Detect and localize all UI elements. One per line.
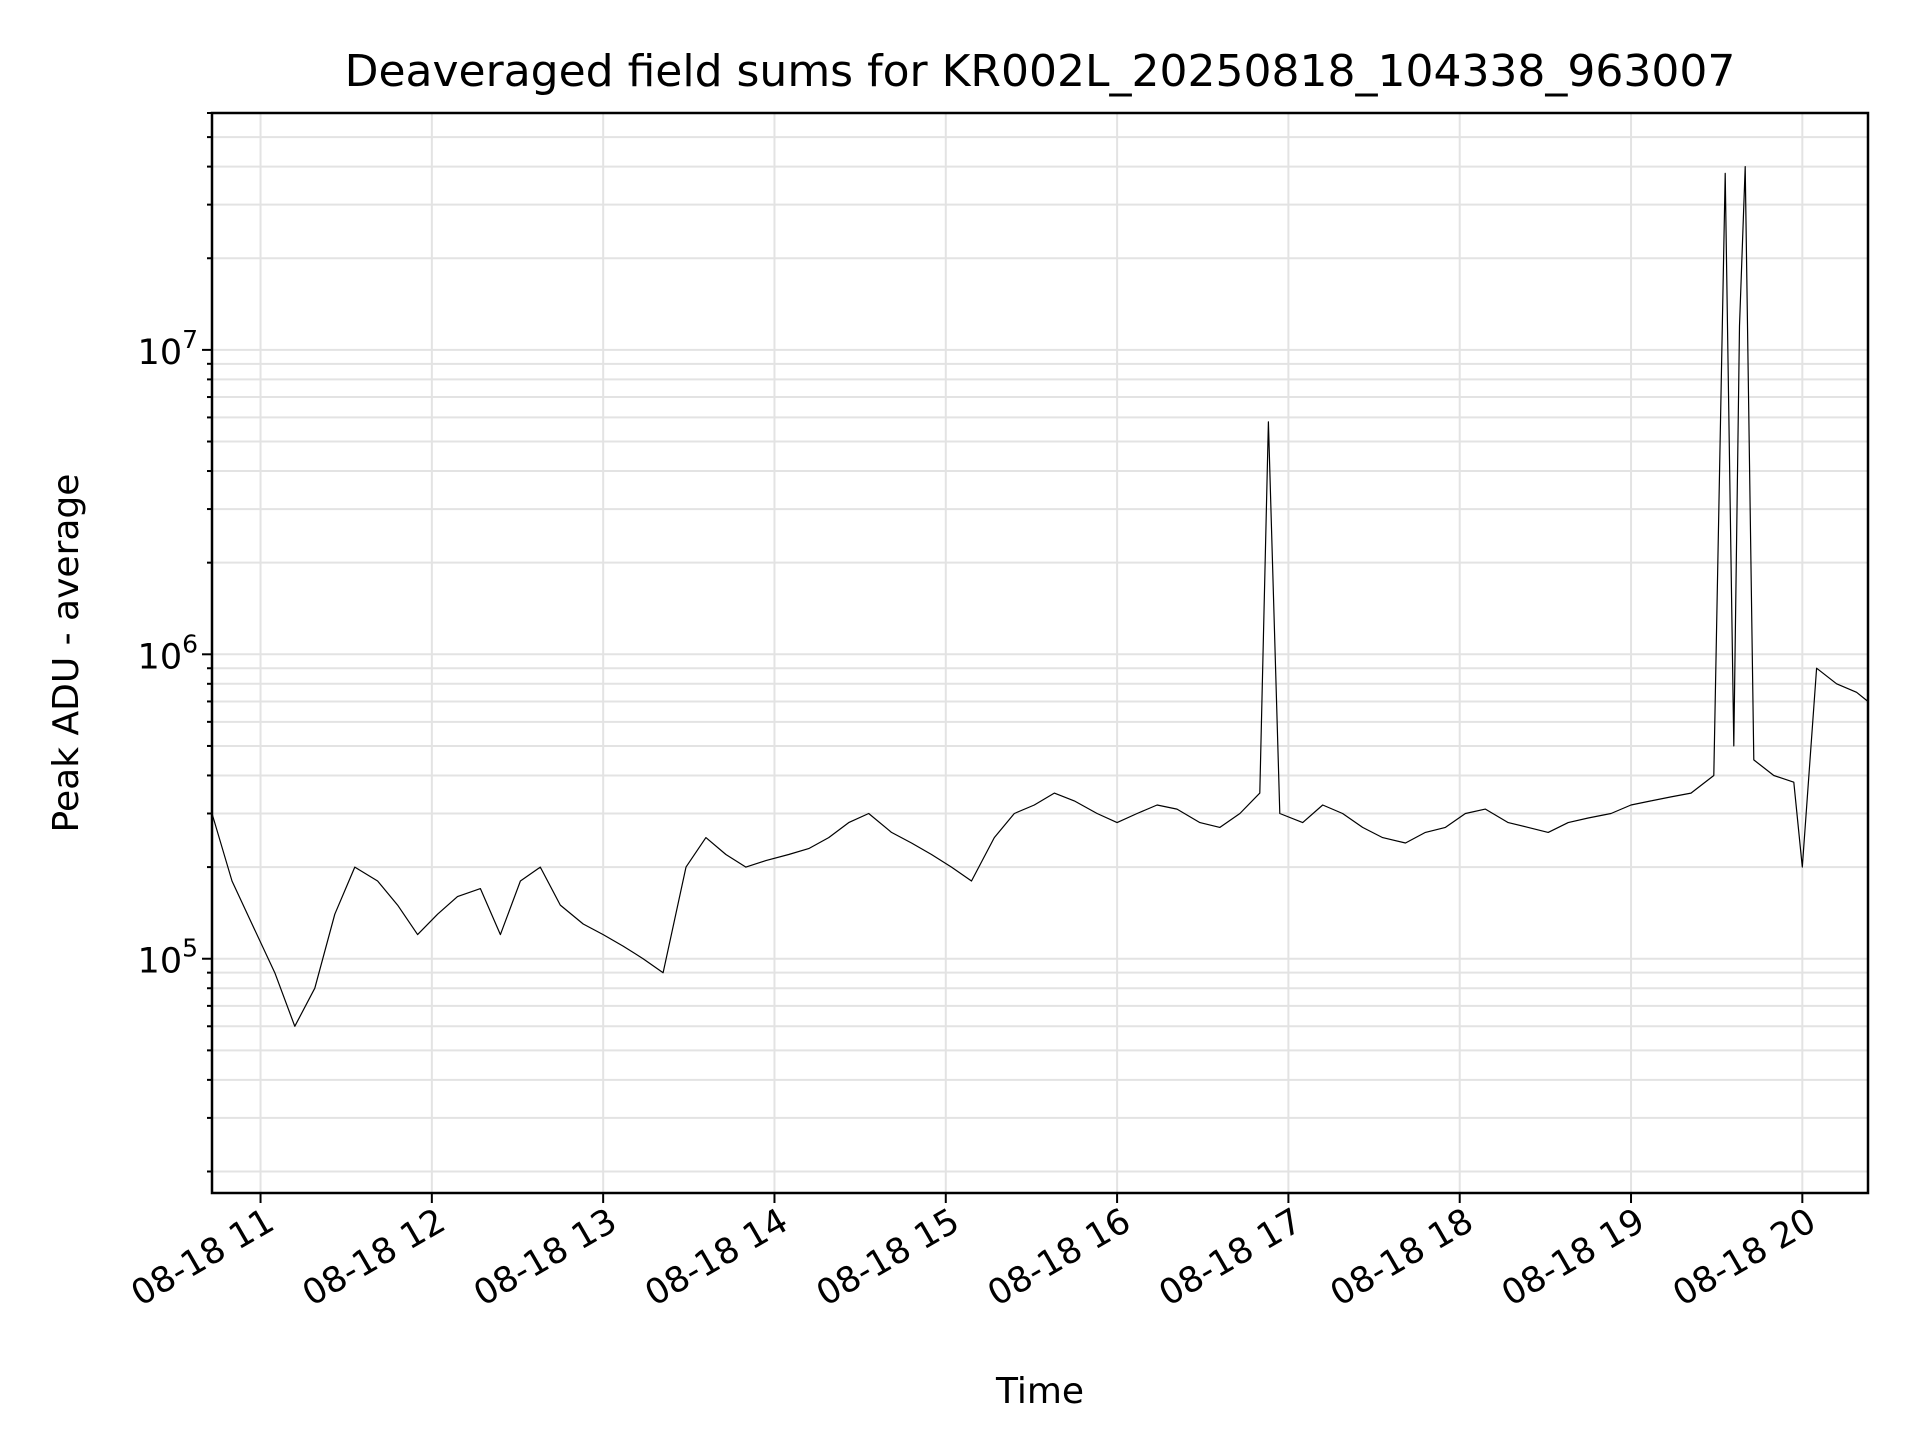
x-tick-label: 08-18 14 bbox=[639, 1201, 795, 1314]
x-tick-label: 08-18 18 bbox=[1324, 1201, 1480, 1314]
y-tick-label: 105 bbox=[138, 934, 198, 982]
plot-frame bbox=[210, 111, 1870, 1195]
x-tick-label: 08-18 11 bbox=[125, 1201, 281, 1314]
x-tick-label: 08-18 13 bbox=[467, 1201, 623, 1314]
chart-title: Deaveraged field sums for KR002L_2025081… bbox=[345, 46, 1736, 97]
y-tick-label: 107 bbox=[138, 325, 198, 373]
series-layer bbox=[211, 166, 1869, 1027]
x-tick-label: 08-18 19 bbox=[1495, 1201, 1651, 1314]
x-tick-label: 08-18 15 bbox=[810, 1201, 966, 1314]
y-tick-label: 106 bbox=[138, 629, 198, 677]
x-tick-label: 08-18 16 bbox=[981, 1201, 1137, 1314]
tick-layer: 08-18 11 08-18 12 08-18 13 08-18 14 08-18 15… bbox=[125, 112, 1823, 1314]
grid-layer bbox=[212, 112, 1868, 1193]
x-axis-label: Time bbox=[995, 1371, 1084, 1412]
x-tick-label: 08-18 17 bbox=[1153, 1201, 1309, 1314]
x-tick-label: 08-18 20 bbox=[1667, 1201, 1823, 1314]
y-axis-label: Peak ADU - average bbox=[46, 474, 87, 833]
series-line bbox=[211, 166, 1869, 1027]
x-tick-label: 08-18 12 bbox=[296, 1201, 452, 1314]
